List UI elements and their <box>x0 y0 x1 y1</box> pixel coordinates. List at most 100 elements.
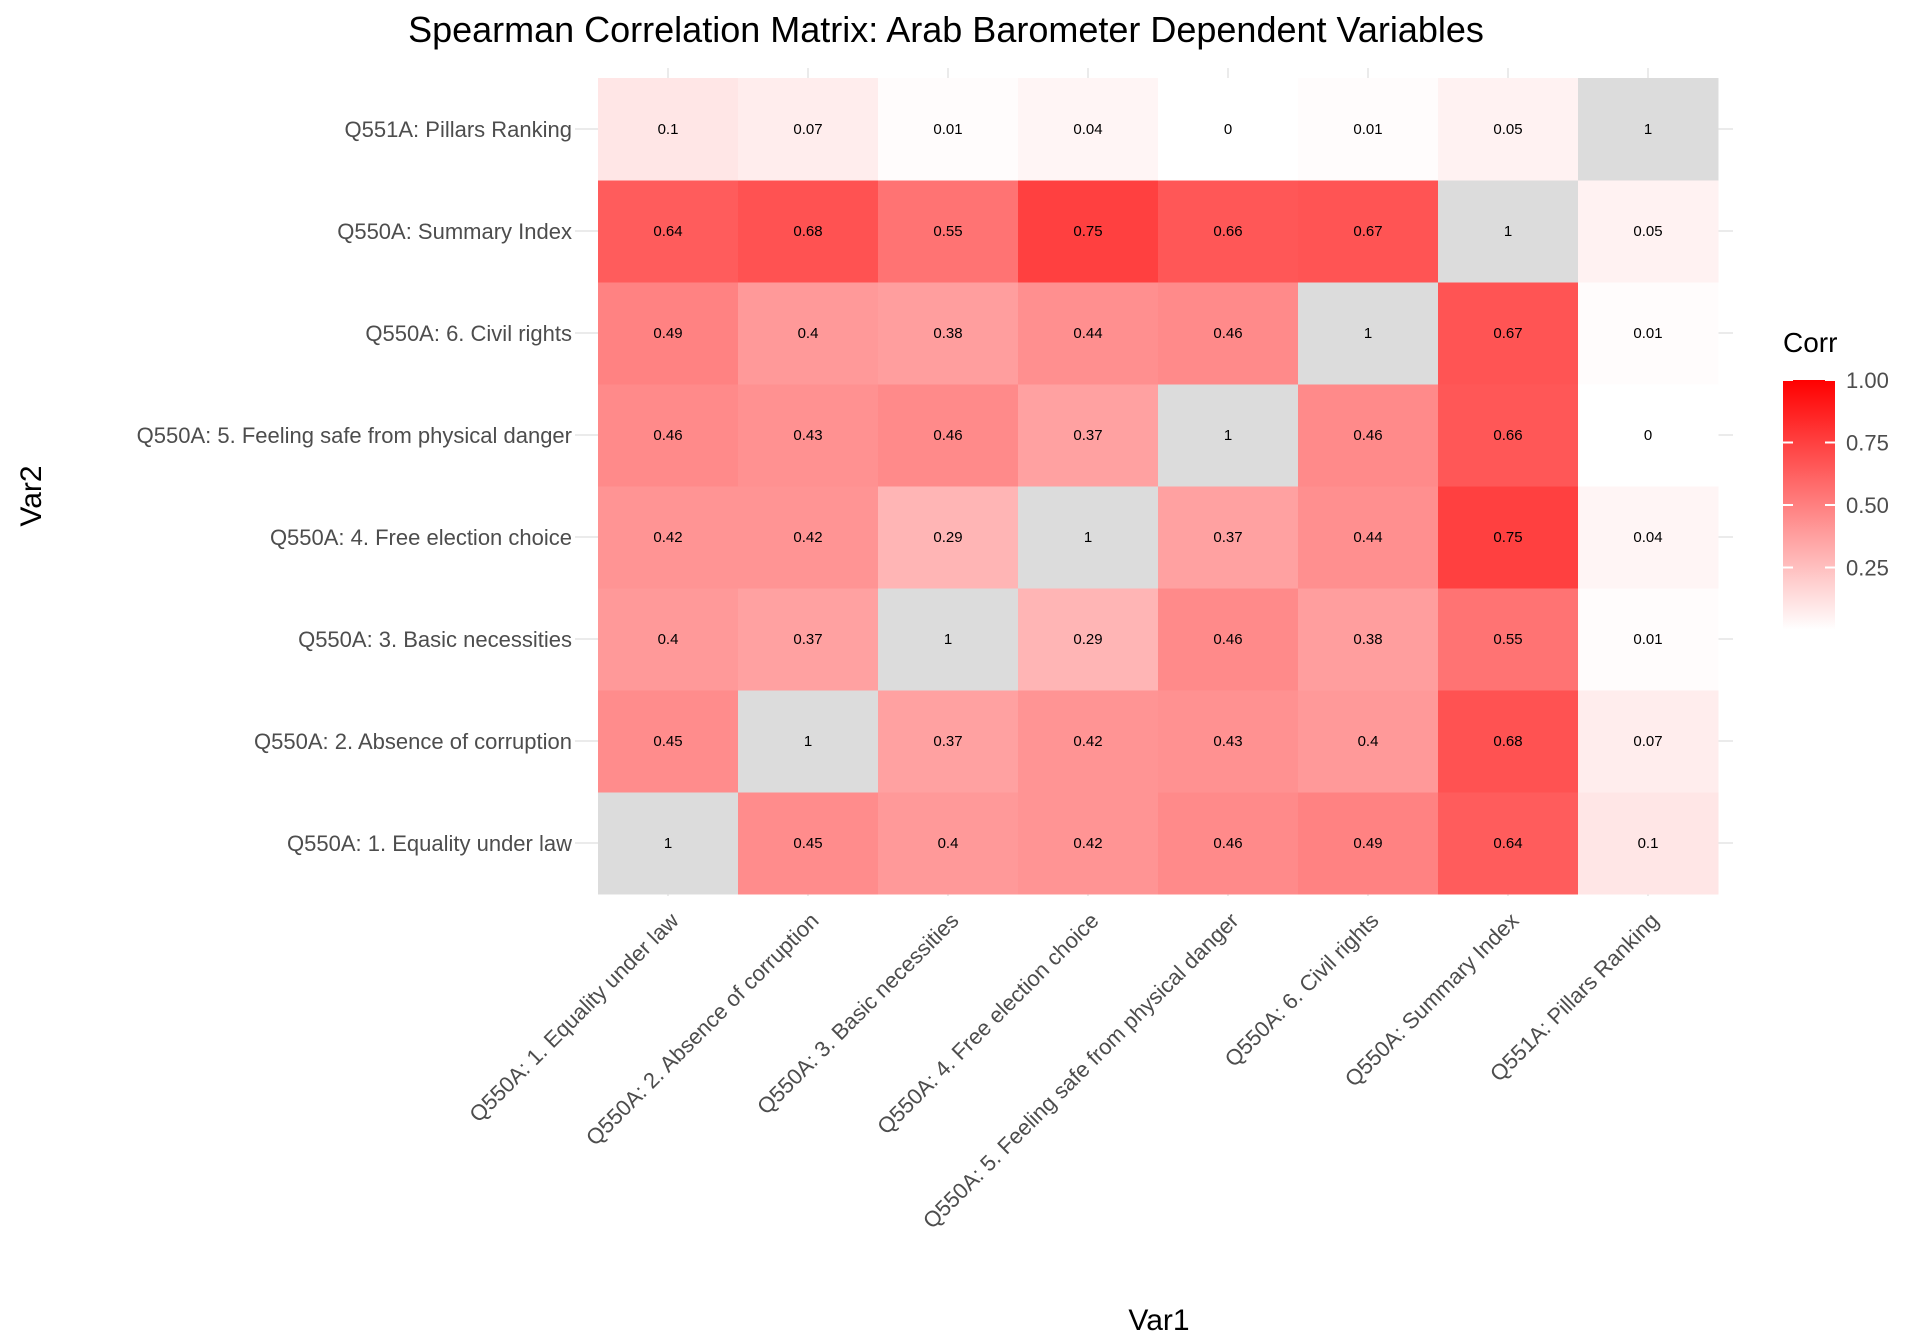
cell-value-label: 0.4 <box>658 631 679 648</box>
cell-value-label: 0.37 <box>1073 427 1102 444</box>
cell-value-label: 0.45 <box>653 733 682 750</box>
cell-value-label: 1 <box>1364 325 1372 342</box>
heatmap-cell <box>738 180 879 283</box>
heatmap-cell <box>1158 792 1299 895</box>
heatmap-cell <box>738 486 879 589</box>
cell-value-label: 0 <box>1644 427 1652 444</box>
chart-title: Spearman Correlation Matrix: Arab Barome… <box>408 9 1484 50</box>
cell-value-label: 0.37 <box>933 733 962 750</box>
cell-value-label: 0.46 <box>1353 427 1382 444</box>
heatmap-cell <box>1018 78 1159 181</box>
cell-value-label: 0.01 <box>933 121 962 138</box>
heatmap-cell <box>598 588 739 691</box>
heatmap-cell <box>1018 690 1159 793</box>
y-tick-label-q550a-4-free-election-choice: Q550A: 4. Free election choice <box>270 525 572 550</box>
cell-value-label: 0.01 <box>1353 121 1382 138</box>
heatmap-cell <box>1158 384 1299 487</box>
heatmap-cell <box>598 792 739 895</box>
heatmap-cell <box>1438 792 1579 895</box>
heatmap-cell <box>1438 486 1579 589</box>
cell-value-label: 1 <box>1644 121 1652 138</box>
heatmap-cell <box>1158 180 1299 283</box>
x-tick-label-q550a-5-feeling-safe-from-physical-danger: Q550A: 5. Feeling safe from physical dan… <box>918 908 1244 1234</box>
heatmap-cell <box>1018 792 1159 895</box>
x-tick-label-q550a-4-free-election-choice: Q550A: 4. Free election choice <box>872 908 1103 1139</box>
heatmap-cell <box>1018 486 1159 589</box>
y-tick-label-q550a-1-equality-under-law: Q550A: 1. Equality under law <box>287 831 572 856</box>
cell-value-label: 1 <box>944 631 952 648</box>
cell-value-label: 0.43 <box>1213 733 1242 750</box>
cell-value-label: 0.43 <box>793 427 822 444</box>
cell-value-label: 0.37 <box>1213 529 1242 546</box>
heatmap-cell <box>1158 282 1299 385</box>
cell-value-label: 0.42 <box>1073 835 1102 852</box>
cell-value-label: 0.49 <box>653 325 682 342</box>
cell-value-label: 0.55 <box>1493 631 1522 648</box>
cell-value-label: 0.44 <box>1353 529 1382 546</box>
legend-tick-label: 1.00 <box>1846 368 1889 393</box>
heatmap-cell <box>1438 384 1579 487</box>
cell-value-label: 0.49 <box>1353 835 1382 852</box>
cell-value-label: 0.07 <box>1633 733 1662 750</box>
heatmap-cell <box>1298 282 1439 385</box>
cell-value-label: 0.01 <box>1633 631 1662 648</box>
x-axis-title: Var1 <box>1128 1304 1189 1337</box>
cell-value-label: 0.44 <box>1073 325 1102 342</box>
cell-value-label: 0.38 <box>1353 631 1382 648</box>
cell-value-label: 1 <box>1504 223 1512 240</box>
heatmap-cell <box>1158 588 1299 691</box>
cell-value-label: 0.29 <box>933 529 962 546</box>
cell-value-label: 1 <box>1224 427 1232 444</box>
heatmap-cell <box>738 690 879 793</box>
heatmap-cell <box>1578 180 1719 283</box>
cell-value-label: 0.75 <box>1493 529 1522 546</box>
heatmap-cell <box>1298 384 1439 487</box>
cell-value-label: 0.46 <box>1213 325 1242 342</box>
heatmap-cell <box>878 78 1019 181</box>
cell-value-label: 0.55 <box>933 223 962 240</box>
y-tick-label-q550a-6-civil-rights: Q550A: 6. Civil rights <box>365 321 572 346</box>
heatmap-cell <box>1578 690 1719 793</box>
heatmap-cell <box>878 384 1019 487</box>
heatmap-cell <box>1438 78 1579 181</box>
heatmap-cell <box>1298 588 1439 691</box>
cell-value-label: 0.67 <box>1493 325 1522 342</box>
cell-value-label: 0.64 <box>1493 835 1522 852</box>
cell-value-label: 0.04 <box>1633 529 1662 546</box>
cell-value-label: 0.46 <box>1213 631 1242 648</box>
cell-value-label: 0.67 <box>1353 223 1382 240</box>
cell-value-label: 0.04 <box>1073 121 1102 138</box>
cell-value-label: 0.45 <box>793 835 822 852</box>
legend-tick-label: 0.75 <box>1846 431 1889 456</box>
heatmap-cell <box>1018 588 1159 691</box>
heatmap-cell <box>1578 282 1719 385</box>
y-tick-label-q550a-5-feeling-safe-from-physical-danger: Q550A: 5. Feeling safe from physical dan… <box>137 423 572 448</box>
heatmap-cell <box>1018 180 1159 283</box>
cell-value-label: 0.1 <box>1638 835 1659 852</box>
cell-value-label: 0.01 <box>1633 325 1662 342</box>
cell-value-label: 1 <box>1084 529 1092 546</box>
heatmap-cell <box>878 486 1019 589</box>
heatmap-cell <box>1438 588 1579 691</box>
y-tick-label-q550a-2-absence-of-corruption: Q550A: 2. Absence of corruption <box>254 729 572 754</box>
heatmap-cell <box>1578 384 1719 487</box>
cell-value-label: 0.42 <box>793 529 822 546</box>
heatmap-cell <box>1298 180 1439 283</box>
heatmap-cell <box>878 690 1019 793</box>
cell-value-label: 0.68 <box>793 223 822 240</box>
cell-value-label: 0.38 <box>933 325 962 342</box>
cell-value-label: 0.4 <box>798 325 819 342</box>
cell-value-label: 0.42 <box>1073 733 1102 750</box>
heatmap-cell <box>1298 78 1439 181</box>
heatmap-cell <box>738 384 879 487</box>
cell-value-label: 0.46 <box>933 427 962 444</box>
cell-value-label: 0.29 <box>1073 631 1102 648</box>
cell-value-label: 0.4 <box>938 835 959 852</box>
cell-value-label: 0.37 <box>793 631 822 648</box>
heatmap-cells <box>598 78 1719 895</box>
heatmap-cell <box>1018 384 1159 487</box>
heatmap-cell <box>738 78 879 181</box>
cell-value-label: 0.1 <box>658 121 679 138</box>
